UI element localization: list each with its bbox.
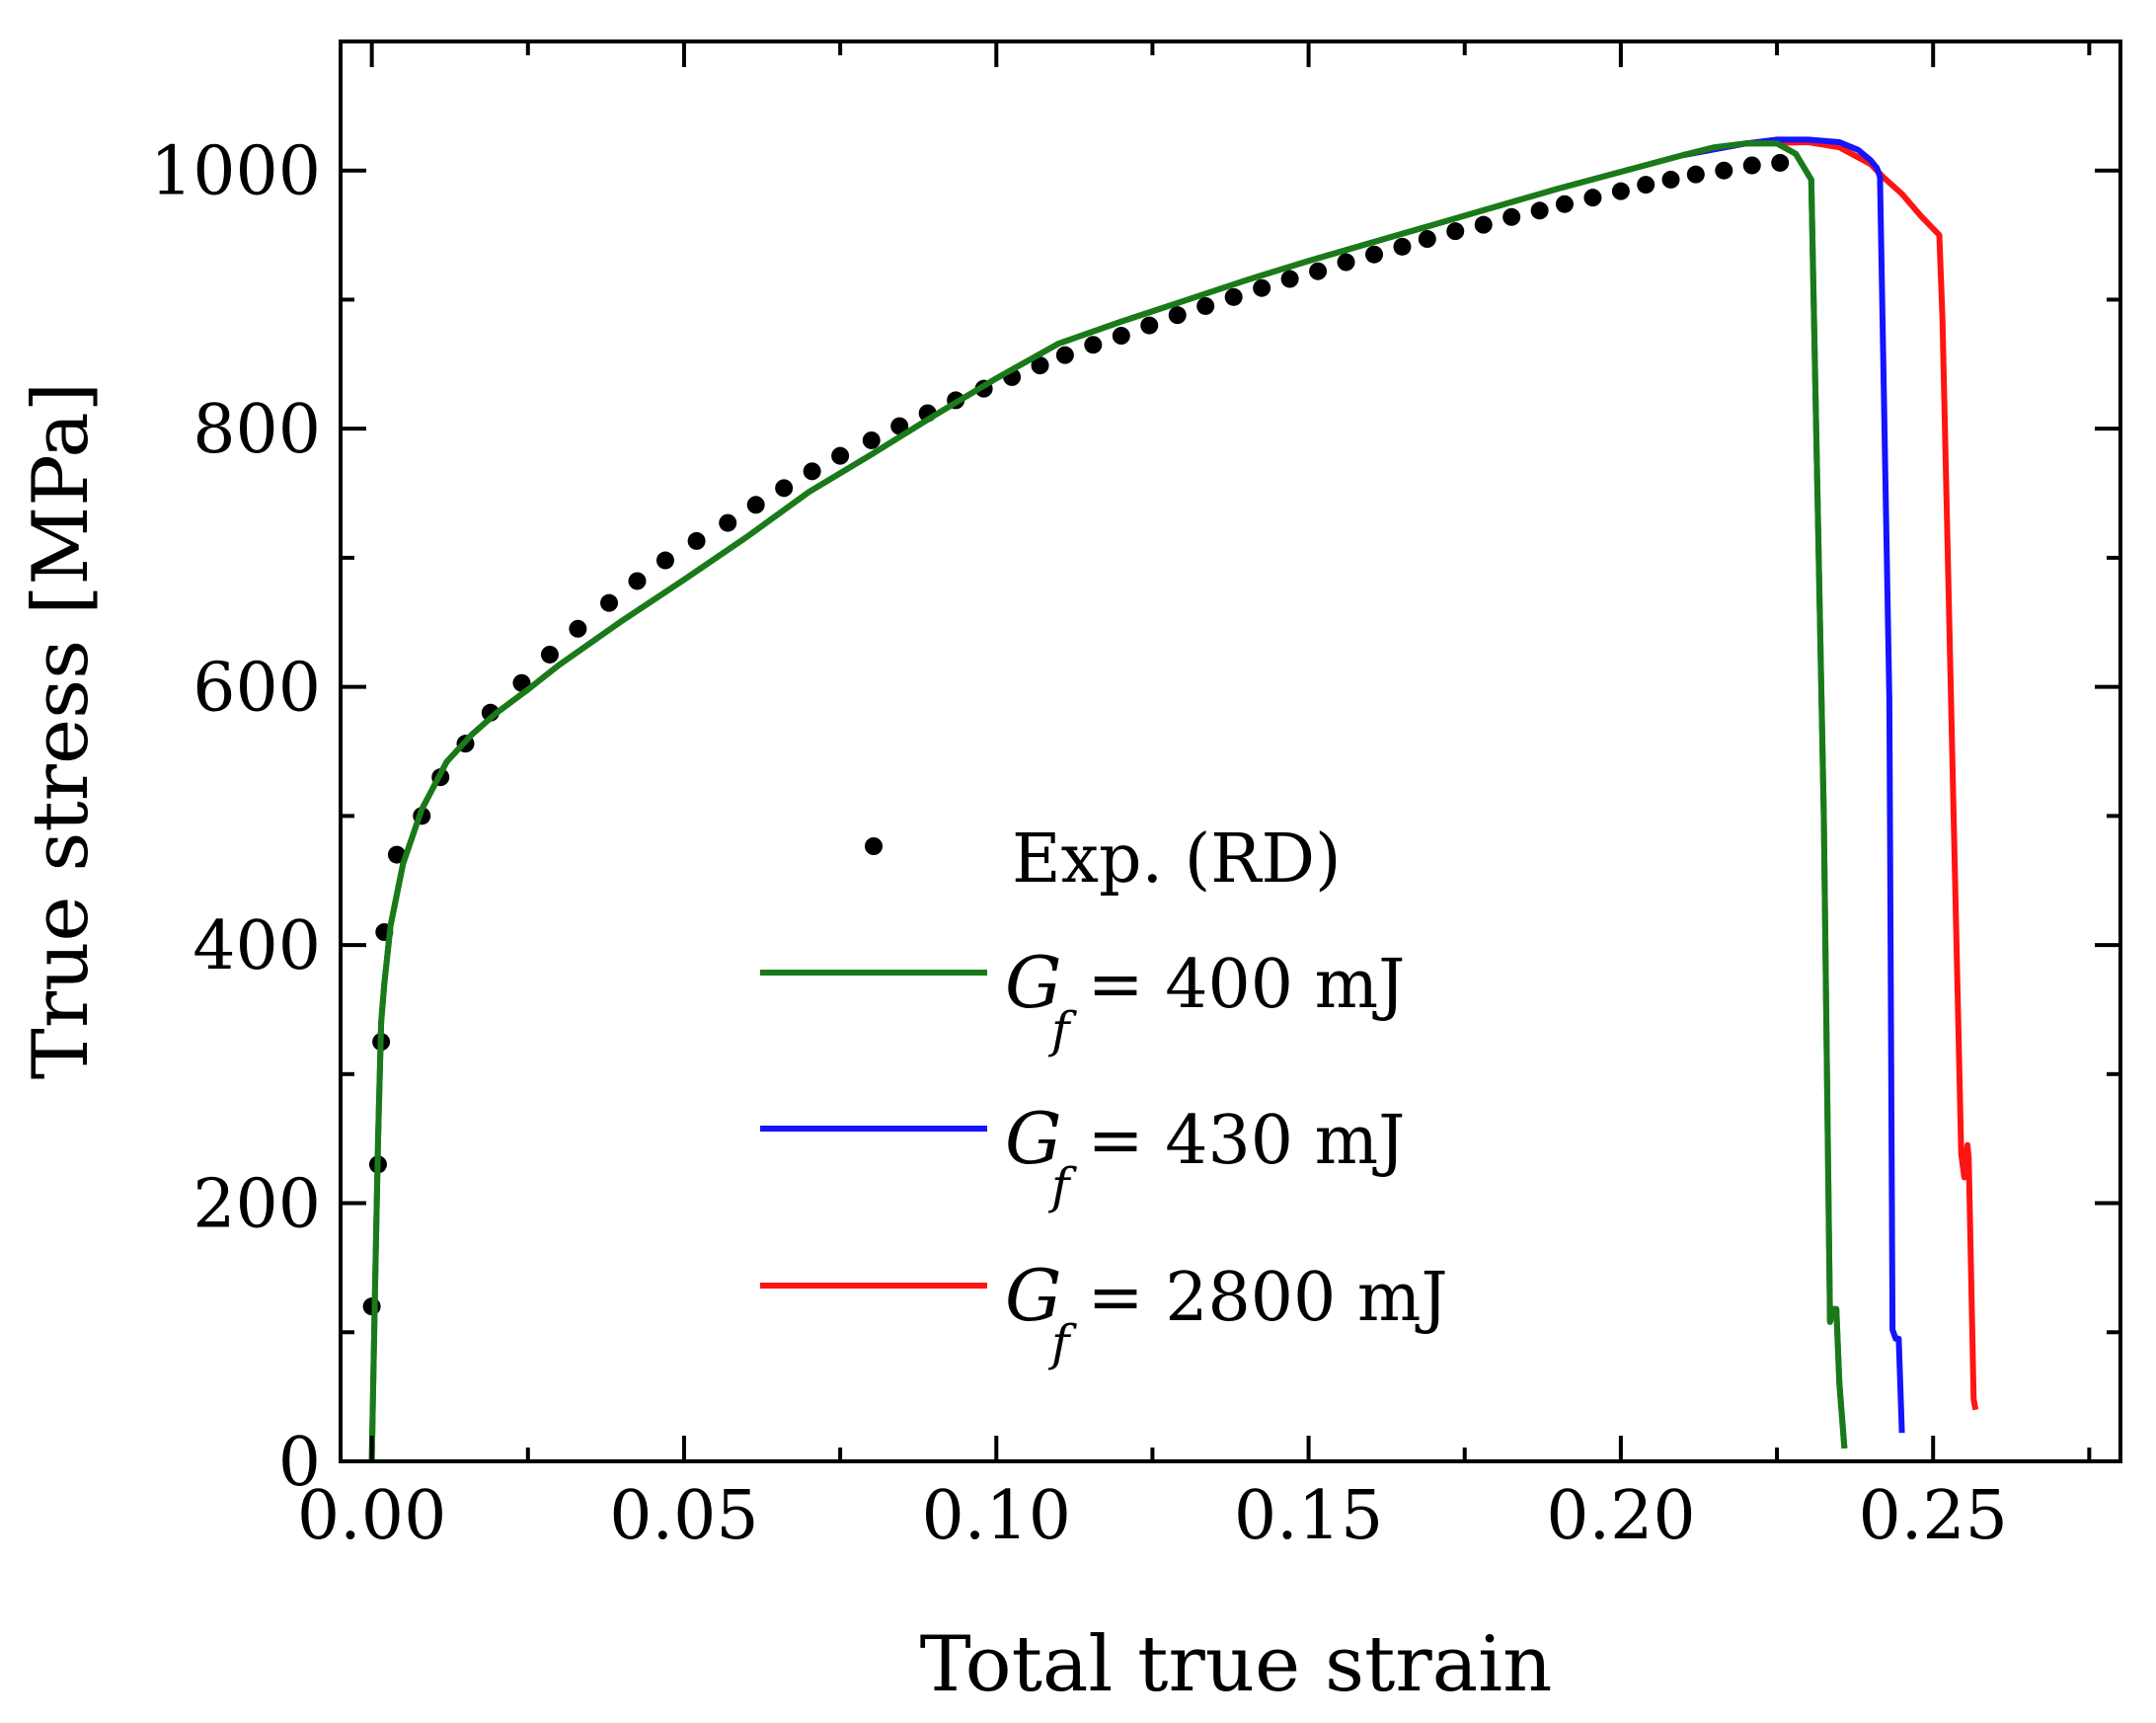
tick-marks bbox=[341, 41, 2120, 1463]
exp-point bbox=[746, 496, 765, 514]
exp-point bbox=[775, 479, 794, 498]
series-line-0-top bbox=[368, 140, 1848, 1462]
x-tick-label: 0.25 bbox=[1859, 1477, 2008, 1555]
exp-point bbox=[655, 551, 674, 570]
exp-point bbox=[1140, 316, 1159, 335]
exp-point bbox=[1084, 336, 1103, 354]
exp-point bbox=[1309, 262, 1328, 280]
x-tick-labels: 0.00 0.05 0.10 0.15 0.20 0.25 bbox=[297, 1477, 2008, 1555]
x-tick-label: 0.15 bbox=[1234, 1477, 1383, 1555]
legend-exp-label: Exp. (RD) bbox=[1012, 821, 1342, 899]
series-layer bbox=[362, 136, 1979, 1462]
exp-point bbox=[803, 462, 821, 481]
exp-point bbox=[1474, 215, 1493, 234]
exp-point bbox=[1502, 207, 1521, 226]
series-line-1 bbox=[1682, 136, 1905, 1434]
exp-point bbox=[1196, 296, 1215, 315]
exp-point bbox=[1661, 170, 1680, 189]
exp-point bbox=[540, 645, 559, 664]
y-tick-labels: 0 200 400 600 800 1000 bbox=[150, 133, 321, 1502]
exp-point bbox=[1418, 230, 1436, 249]
exp-point bbox=[831, 446, 850, 465]
x-tick-label: 0.00 bbox=[297, 1477, 446, 1555]
x-tick-label: 0.10 bbox=[922, 1477, 1071, 1555]
legend-symbol-430: G bbox=[1005, 1097, 1062, 1180]
exp-point bbox=[1686, 165, 1705, 184]
exp-point bbox=[862, 431, 881, 449]
y-tick-label: 600 bbox=[192, 650, 321, 728]
exp-point bbox=[1555, 195, 1574, 213]
exp-point bbox=[1393, 237, 1412, 256]
legend-symbol-2800: G bbox=[1005, 1254, 1062, 1337]
exp-point bbox=[1530, 201, 1549, 220]
y-tick-label: 1000 bbox=[150, 133, 321, 211]
exp-point bbox=[890, 417, 909, 435]
x-tick-label: 0.20 bbox=[1546, 1477, 1695, 1555]
x-tick-label: 0.05 bbox=[609, 1477, 758, 1555]
exp-point bbox=[628, 572, 647, 590]
exp-point bbox=[387, 845, 406, 864]
exp-point bbox=[1168, 306, 1187, 325]
exp-point bbox=[1637, 176, 1656, 195]
exp-point bbox=[1055, 346, 1074, 364]
exp-point bbox=[1253, 278, 1271, 297]
exp-point bbox=[1112, 327, 1130, 346]
y-tick-label: 400 bbox=[192, 907, 321, 985]
plot-border bbox=[339, 39, 2122, 1463]
legend-label-430: = 430 mJ bbox=[1066, 1102, 1405, 1180]
exp-point bbox=[1742, 156, 1761, 175]
exp-point bbox=[1611, 182, 1630, 200]
exp-point bbox=[687, 531, 706, 550]
y-tick-label: 0 bbox=[278, 1424, 321, 1502]
exp-point bbox=[1031, 356, 1049, 375]
exp-point bbox=[1583, 189, 1602, 207]
x-axis-label: Total true strain bbox=[920, 1620, 1553, 1709]
plot-frame bbox=[339, 39, 2122, 1463]
legend-label-2800: = 2800 mJ bbox=[1066, 1259, 1448, 1337]
exp-point bbox=[1715, 161, 1733, 180]
series-line-2 bbox=[1682, 139, 1979, 1411]
exp-point bbox=[719, 513, 737, 532]
legend-exp-marker bbox=[865, 837, 883, 855]
legend: Exp. (RD) G f = 400 mJ G f = 430 mJ G f … bbox=[760, 821, 1448, 1371]
exp-point bbox=[1771, 153, 1790, 172]
y-tick-label: 800 bbox=[192, 391, 321, 469]
exp-point bbox=[1224, 287, 1243, 306]
legend-label-400: = 400 mJ bbox=[1066, 946, 1405, 1024]
exp-point bbox=[600, 593, 619, 612]
exp-point bbox=[1337, 253, 1355, 272]
y-tick-label: 200 bbox=[192, 1166, 321, 1244]
y-axis-label: True stress [MPa] bbox=[17, 382, 106, 1079]
exp-point bbox=[569, 619, 587, 638]
exp-point bbox=[1280, 270, 1299, 288]
exp-point bbox=[1365, 245, 1384, 264]
legend-symbol-400: G bbox=[1005, 941, 1062, 1024]
exp-point bbox=[1446, 222, 1465, 241]
